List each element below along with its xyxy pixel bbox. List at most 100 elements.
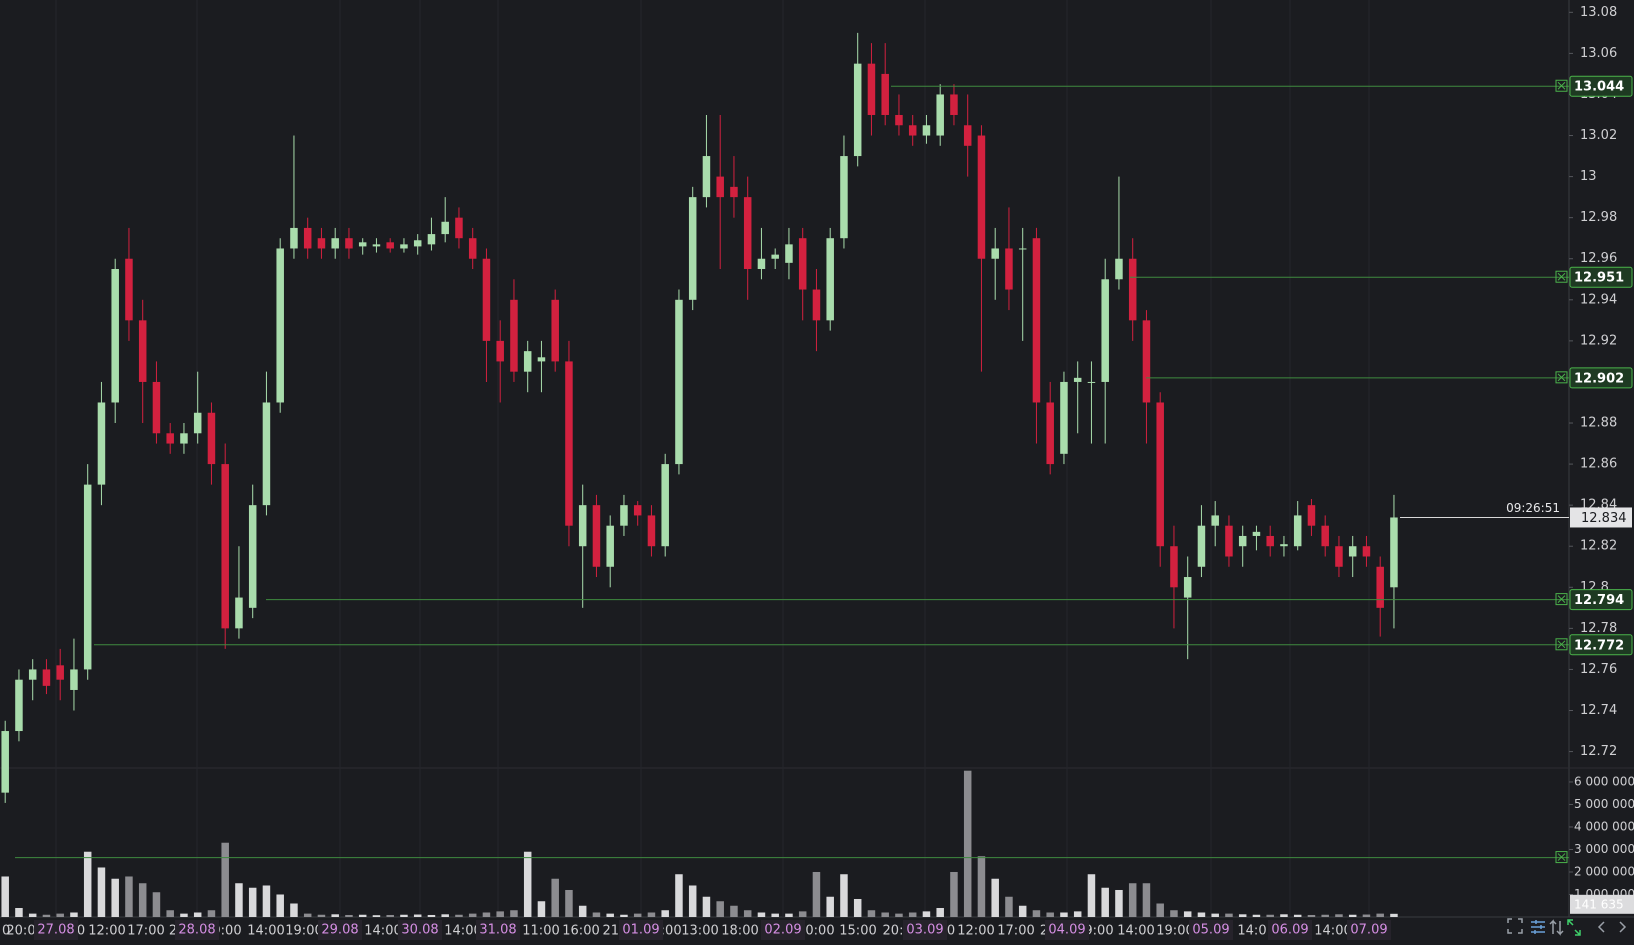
volume-bar [386,914,394,917]
candle-body [826,238,834,321]
price-level-box [1569,589,1633,611]
time-label: 12:00 [957,924,994,939]
candle-body [647,515,656,547]
fullscreen-button[interactable] [1507,918,1523,934]
date-label-box [761,920,805,940]
candle-body [1005,248,1013,290]
volume-tick-label: 2 000 000 [1574,864,1634,878]
candle-body [606,525,614,567]
time-label: 2 [1040,924,1048,939]
date-label: 30.08 [401,923,438,938]
scroll-right-button[interactable] [1619,921,1627,933]
candle-body [757,258,766,270]
scale-button[interactable] [1549,919,1564,936]
volume-bar [28,913,37,917]
time-label: 16:00 [562,924,599,939]
time-label: 0 [947,924,955,939]
candle-body [413,240,422,247]
level-close-icon-cross [1557,272,1566,281]
volume-bar [991,878,999,917]
candle-body [56,665,64,680]
candle-body [922,125,931,136]
volume-bar [1060,912,1068,917]
fit-button[interactable] [1567,919,1581,936]
candle-body [565,361,573,526]
candle-body [523,351,532,372]
volume-bar [881,912,889,917]
price-level-box [1569,367,1633,389]
y-tick-label: 12.88 [1580,416,1617,431]
volume-bar [1280,914,1288,917]
candle-body [1211,515,1219,526]
time-label: 20: [883,924,904,939]
countdown: 09:26:51 [1506,501,1560,515]
candle-body [578,505,587,547]
candle-body [455,217,463,239]
volume-bar [138,883,147,917]
y-tick-label: 12.78 [1580,621,1617,636]
settings-button[interactable] [1531,920,1545,934]
candle-body [798,238,807,290]
candle-body [138,320,147,382]
date-label-box [1189,920,1233,940]
candle-body [400,244,408,249]
candle-body [620,505,628,526]
time-label: 17:00 [127,924,164,939]
price-level-box [1569,266,1633,288]
candle-body [331,238,339,249]
volume-bar [867,910,876,917]
volume-bar [922,911,931,917]
volume-bar [661,910,669,917]
volume-bar [193,912,202,917]
candle-body [1252,531,1261,536]
volume-bar [675,874,683,917]
candle-body [537,357,546,362]
date-label-box [318,920,362,940]
price-level-label: 12.951 [1574,271,1624,286]
volume-bar [262,885,271,917]
volume-bar [606,913,614,917]
date-label-box [398,920,442,940]
volume-bar [42,914,51,917]
current-volume-label: 141 635 [1574,897,1624,911]
volume-bar [83,851,92,917]
candle-body [372,244,381,247]
time-label: 9:00 [1084,924,1113,939]
volume-bar [771,913,779,917]
level-close-icon [1555,638,1568,651]
candle-body [743,197,752,270]
volume-bar [826,896,834,917]
date-label: 01.09 [622,923,659,938]
candle-body [1307,505,1316,526]
level-close-icon-cross [1557,595,1566,603]
volume-bar [963,770,972,917]
candle-body [730,186,738,198]
level-close-icon-cross [1557,640,1566,649]
volume-bar [111,878,119,917]
scroll-left-button[interactable] [1597,921,1605,933]
volume-bar [56,913,64,917]
volume-bar [1018,905,1027,917]
volume-bar [345,914,353,917]
candles [1,32,1398,803]
candle-body [936,94,944,136]
time-label: 14:00 [444,924,481,939]
candle-body [853,63,862,157]
date-label-box [34,920,78,940]
volume-bar [248,887,257,917]
level-close-icon [1555,851,1568,864]
time-label: 14:00 [364,924,401,939]
date-label-box [175,920,219,940]
volume-bar [1005,896,1013,917]
candle-body [427,234,436,245]
candle-body [248,505,257,608]
candle-body [1197,525,1206,567]
candle-body [496,340,504,362]
candle-body [908,125,917,136]
candle-body [358,242,367,247]
volume-bar [400,914,408,917]
candle-body [812,289,821,321]
volume-bar [1087,874,1096,917]
candle-body [1362,546,1371,557]
